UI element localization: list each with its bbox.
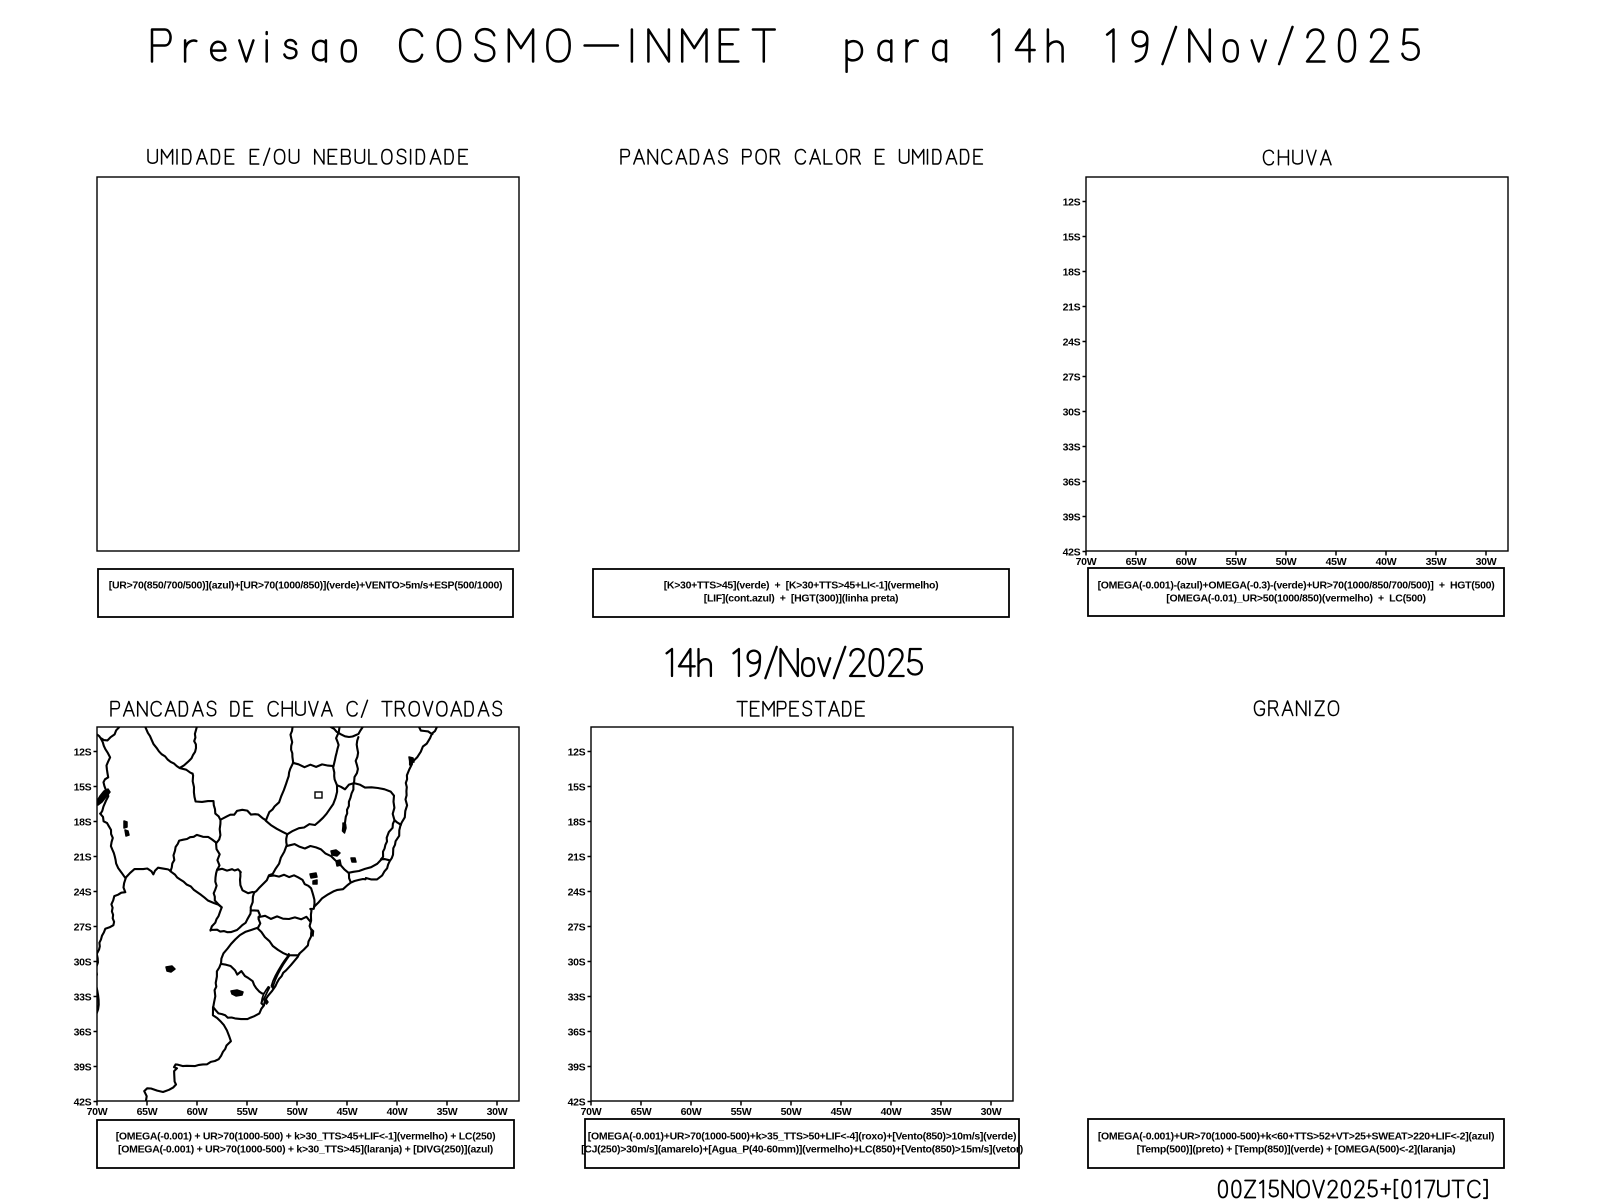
- svg-text:35W: 35W: [1426, 556, 1447, 568]
- svg-text:27S: 27S: [74, 921, 92, 933]
- svg-text:39S: 39S: [568, 1061, 586, 1073]
- svg-text:24S: 24S: [1063, 336, 1081, 348]
- svg-text:21S: 21S: [74, 851, 92, 863]
- svg-text:30W: 30W: [1476, 556, 1497, 568]
- svg-text:15S: 15S: [74, 781, 92, 793]
- svg-text:40W: 40W: [881, 1106, 902, 1118]
- svg-text:[OMEGA(-0.001) + UR>70(1000-50: [OMEGA(-0.001) + UR>70(1000-500) + k>30_…: [118, 1144, 493, 1156]
- svg-text:65W: 65W: [1126, 556, 1147, 568]
- svg-text:60W: 60W: [681, 1106, 702, 1118]
- svg-text:12S: 12S: [1063, 196, 1081, 208]
- svg-text:18S: 18S: [568, 816, 586, 828]
- svg-text:50W: 50W: [781, 1106, 802, 1118]
- svg-text:36S: 36S: [568, 1026, 586, 1038]
- svg-text:70W: 70W: [581, 1106, 602, 1118]
- svg-text:24S: 24S: [74, 886, 92, 898]
- svg-text:30W: 30W: [981, 1106, 1002, 1118]
- svg-text:45W: 45W: [831, 1106, 852, 1118]
- svg-text:45W: 45W: [1326, 556, 1347, 568]
- svg-text:15S: 15S: [568, 781, 586, 793]
- svg-text:42S: 42S: [74, 1096, 92, 1108]
- svg-text:60W: 60W: [187, 1106, 208, 1118]
- svg-text:55W: 55W: [731, 1106, 752, 1118]
- svg-text:12S: 12S: [568, 746, 586, 758]
- svg-text:40W: 40W: [1376, 556, 1397, 568]
- svg-text:40W: 40W: [387, 1106, 408, 1118]
- svg-text:36S: 36S: [74, 1026, 92, 1038]
- svg-text:21S: 21S: [1063, 301, 1081, 313]
- svg-text:[OMEGA(-0.01)_UR>50(1000/850)(: [OMEGA(-0.01)_UR>50(1000/850)(vermelho) …: [1166, 593, 1425, 605]
- svg-text:39S: 39S: [74, 1061, 92, 1073]
- svg-text:35W: 35W: [931, 1106, 952, 1118]
- svg-text:60W: 60W: [1176, 556, 1197, 568]
- svg-text:30W: 30W: [487, 1106, 508, 1118]
- svg-text:45W: 45W: [337, 1106, 358, 1118]
- svg-text:21S: 21S: [568, 851, 586, 863]
- svg-text:65W: 65W: [631, 1106, 652, 1118]
- svg-text:[LIF](cont.azul) + [HGT(300): [LIF](cont.azul) + [HGT(300)](linha pret…: [704, 593, 898, 605]
- svg-text:55W: 55W: [1226, 556, 1247, 568]
- svg-text:33S: 33S: [74, 991, 92, 1003]
- svg-text:50W: 50W: [1276, 556, 1297, 568]
- svg-text:[OMEGA(-0.001) + UR>70(1000-50: [OMEGA(-0.001) + UR>70(1000-500) + k>30_…: [116, 1131, 496, 1143]
- svg-text:30S: 30S: [74, 956, 92, 968]
- svg-text:15S: 15S: [1063, 231, 1081, 243]
- svg-text:[K>30+TTS>45](verde) + [K>30: [K>30+TTS>45](verde) + [K>30+TTS>45+LI<-…: [664, 580, 939, 592]
- svg-text:42S: 42S: [1063, 546, 1081, 558]
- svg-text:24S: 24S: [568, 886, 586, 898]
- svg-text:33S: 33S: [1063, 441, 1081, 453]
- svg-text:[CJ(250)>30m/s](amarelo)+[Agua: [CJ(250)>30m/s](amarelo)+[Agua_P(40-60mm…: [581, 1144, 1023, 1156]
- svg-text:[OMEGA(-0.001)+UR>70(1000-500): [OMEGA(-0.001)+UR>70(1000-500)+k<60+TTS>…: [1098, 1131, 1494, 1143]
- svg-text:65W: 65W: [137, 1106, 158, 1118]
- svg-text:[OMEGA(-0.001)+UR>70(1000-500): [OMEGA(-0.001)+UR>70(1000-500)+k>35_TTS>…: [588, 1131, 1016, 1143]
- svg-text:18S: 18S: [74, 816, 92, 828]
- svg-text:[UR>70(850/700/500)](azul)+[UR: [UR>70(850/700/500)](azul)+[UR>70(1000/8…: [109, 580, 503, 592]
- svg-text:12S: 12S: [74, 746, 92, 758]
- svg-text:33S: 33S: [568, 991, 586, 1003]
- svg-text:35W: 35W: [437, 1106, 458, 1118]
- svg-text:70W: 70W: [1076, 556, 1097, 568]
- svg-text:55W: 55W: [237, 1106, 258, 1118]
- svg-text:27S: 27S: [1063, 371, 1081, 383]
- svg-text:70W: 70W: [87, 1106, 108, 1118]
- svg-text:50W: 50W: [287, 1106, 308, 1118]
- svg-text:27S: 27S: [568, 921, 586, 933]
- svg-text:18S: 18S: [1063, 266, 1081, 278]
- svg-text:30S: 30S: [568, 956, 586, 968]
- svg-text:39S: 39S: [1063, 511, 1081, 523]
- svg-text:30S: 30S: [1063, 406, 1081, 418]
- svg-text:[OMEGA(-0.001)-(azul)+OMEGA(-0: [OMEGA(-0.001)-(azul)+OMEGA(-0.3)-(verde…: [1098, 580, 1495, 592]
- svg-text:[Temp(500)](preto) + [Temp(850: [Temp(500)](preto) + [Temp(850)](verde) …: [1137, 1144, 1456, 1156]
- svg-text:36S: 36S: [1063, 476, 1081, 488]
- svg-text:42S: 42S: [568, 1096, 586, 1108]
